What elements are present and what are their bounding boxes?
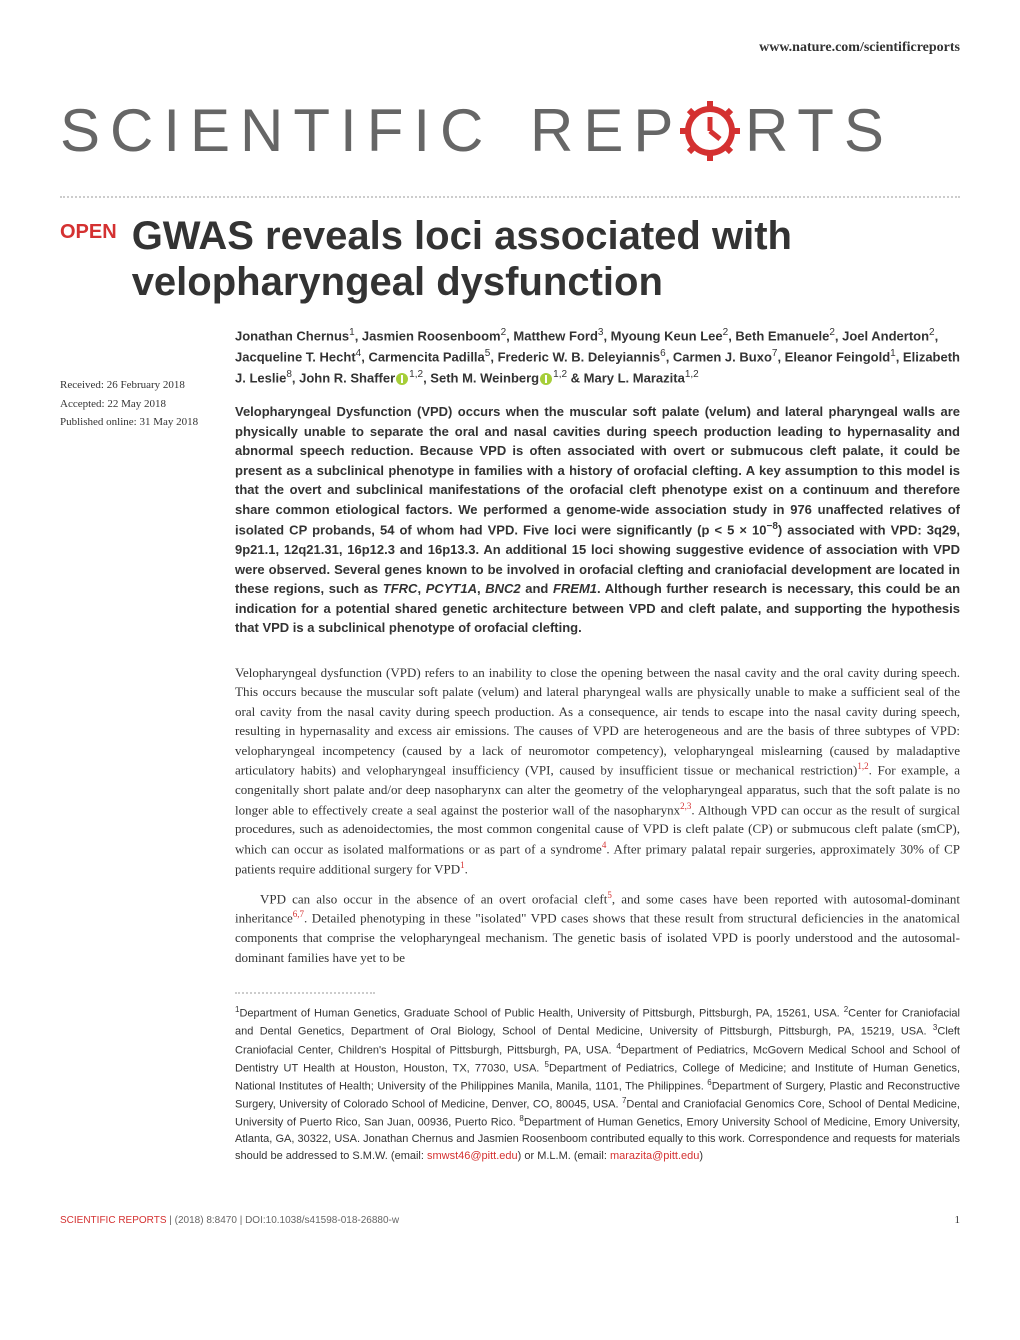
logo-right-prefix: REP [530,97,683,164]
article-title: GWAS reveals loci associated with veloph… [132,213,960,305]
author-list: Jonathan Chernus1, Jasmien Roosenboom2, … [235,325,960,387]
orcid-icon [396,373,408,385]
divider [235,992,375,994]
footer-citation: SCIENTIFIC REPORTS | (2018) 8:8470 | DOI… [60,1215,399,1226]
dates-sidebar: Received: 26 February 2018 Accepted: 22 … [60,325,215,1164]
header-url[interactable]: www.nature.com/scientificreports [60,40,960,56]
logo-left-text: SCIENTIFIC [60,97,493,164]
journal-logo: SCIENTIFIC REP RTS [60,86,960,176]
page-number: 1 [955,1214,961,1226]
footer-citation-text: | (2018) 8:8470 | DOI:10.1038/s41598-018… [167,1215,400,1226]
body-paragraph: Velopharyngeal dysfunction (VPD) refers … [235,663,960,879]
abstract: Velopharyngeal Dysfunction (VPD) occurs … [235,402,960,637]
affiliations: 1Department of Human Genetics, Graduate … [235,1004,960,1164]
logo-right-suffix: RTS [745,97,894,164]
footer-journal-name: SCIENTIFIC REPORTS [60,1215,167,1226]
published-date: Published online: 31 May 2018 [60,414,215,431]
open-access-badge: OPEN [60,221,117,244]
body-paragraph: VPD can also occur in the absence of an … [235,889,960,968]
orcid-icon [540,373,552,385]
accepted-date: Accepted: 22 May 2018 [60,396,215,413]
page-footer: SCIENTIFIC REPORTS | (2018) 8:8470 | DOI… [60,1204,960,1226]
divider [60,196,960,198]
logo-gear-icon [680,101,740,161]
received-date: Received: 26 February 2018 [60,377,215,394]
